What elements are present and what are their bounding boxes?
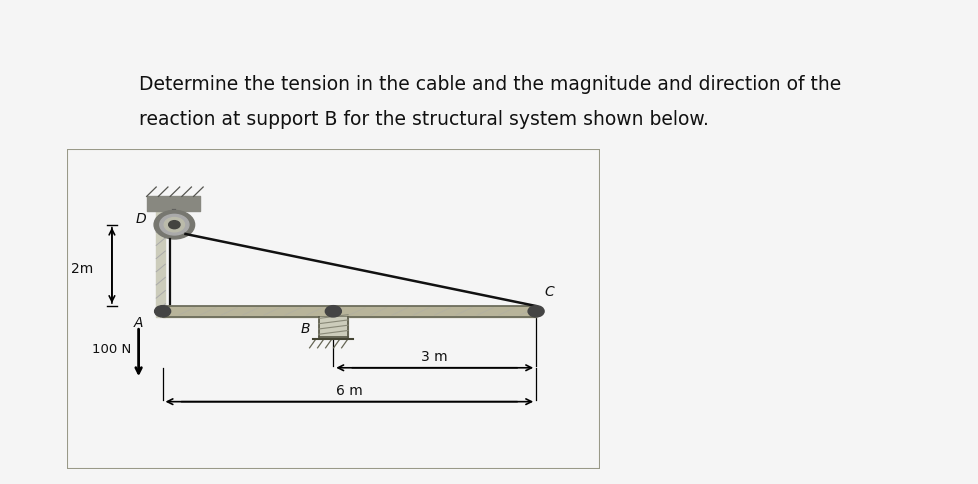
Text: 100 N: 100 N [92, 343, 131, 356]
Circle shape [159, 215, 189, 236]
Circle shape [527, 306, 544, 318]
Text: Determine the tension in the cable and the magnitude and direction of the: Determine the tension in the cable and t… [139, 75, 840, 94]
Text: A: A [133, 316, 143, 330]
Circle shape [154, 211, 195, 240]
Text: reaction at support B for the structural system shown below.: reaction at support B for the structural… [139, 110, 708, 129]
Circle shape [155, 306, 170, 318]
Text: B: B [300, 321, 309, 335]
Circle shape [164, 218, 184, 232]
Text: C: C [544, 285, 554, 299]
Text: 3 m: 3 m [421, 349, 448, 363]
Text: 6 m: 6 m [335, 383, 363, 397]
Text: 2m: 2m [71, 261, 94, 275]
Circle shape [168, 221, 180, 229]
Circle shape [325, 306, 341, 318]
Text: D: D [136, 211, 147, 225]
